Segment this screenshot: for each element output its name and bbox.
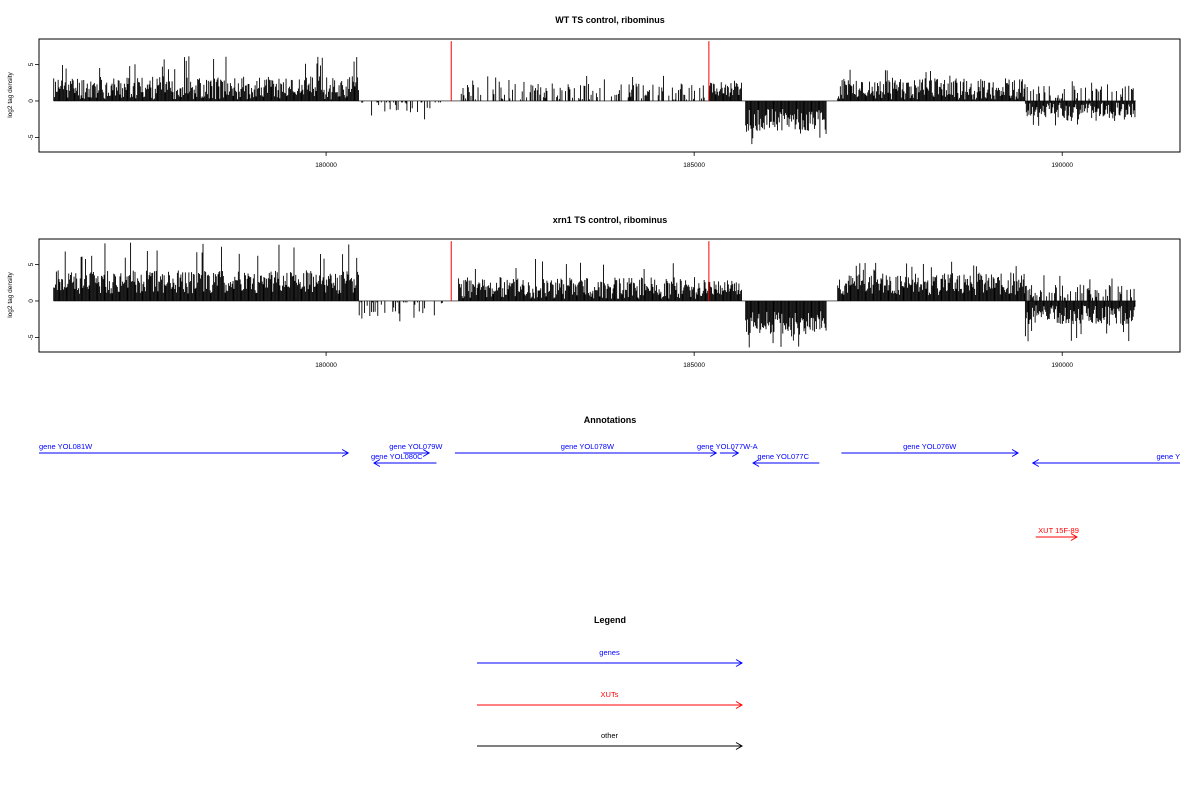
arrow-head xyxy=(732,449,740,457)
annotations-track: Annotations gene YOL081W gene YOL079Wgene… xyxy=(39,415,1180,541)
legend: Legend genes XUTs other xyxy=(477,615,743,750)
wt-y-axis-label: log2 tag density xyxy=(7,71,14,117)
arrow-head xyxy=(341,449,350,457)
feature-label: gene YOL077W-A xyxy=(697,442,758,451)
legend-label: genes xyxy=(599,648,620,657)
xrn1-y-axis: 5 0 -5 xyxy=(28,262,39,340)
x-tick-label: 180000 xyxy=(315,162,337,169)
arrow-head xyxy=(372,459,381,467)
feature-gene-yol077c: gene YOL077C xyxy=(752,452,820,467)
xrn1-marker-lines xyxy=(450,241,710,301)
arrow-head xyxy=(1011,449,1020,457)
legend-item-genes: genes xyxy=(477,648,743,667)
x-tick-label: 190000 xyxy=(1051,162,1073,169)
arrow-head xyxy=(709,449,718,457)
feature-label: gene YOL077C xyxy=(757,452,809,461)
feature-label: gene YOL081W xyxy=(39,442,93,451)
wt-marker-lines xyxy=(450,41,710,101)
feature-gene-yol079w: gene YOL079W xyxy=(389,442,443,457)
legend-label: XUTs xyxy=(601,690,619,699)
feature-label: gene YOL078W xyxy=(561,442,615,451)
arrow-head xyxy=(1070,533,1078,541)
wt-x-axis: 180000 185000 190000 xyxy=(315,152,1073,169)
feature-label: XUT 15F-89 xyxy=(1038,526,1079,535)
xrn1-x-axis: 180000 185000 190000 xyxy=(315,352,1073,369)
xrn1-panel-title: xrn1 TS control, ribominus xyxy=(553,215,668,225)
wt-y-axis: 5 0 -5 xyxy=(28,62,39,140)
feature-label: gene Y xyxy=(1156,452,1180,461)
xrn1-density-bars xyxy=(53,242,1136,348)
feature-label: gene YOL079W xyxy=(389,442,443,451)
legend-arrow-head xyxy=(735,742,743,750)
feature-gene-yol077w-a: gene YOL077W-A xyxy=(697,442,758,457)
legend-title: Legend xyxy=(594,615,626,625)
legend-items: genes XUTs other xyxy=(477,648,743,750)
feature-label: gene YOL080C xyxy=(371,452,423,461)
feature-gene-yol080c: gene YOL080C xyxy=(371,452,437,467)
x-tick-label: 185000 xyxy=(683,362,705,369)
legend-item-other: other xyxy=(477,731,743,750)
x-tick-label: 180000 xyxy=(315,362,337,369)
x-tick-label: 185000 xyxy=(683,162,705,169)
feature-gene-yol076w: gene YOL076W xyxy=(841,442,1020,457)
feature-gene-y: gene Y xyxy=(1031,452,1180,467)
y-tick-label: -5 xyxy=(28,334,35,340)
feature-gene-yol078w: gene YOL078W xyxy=(454,442,718,457)
feature-xut-15f-89: XUT 15F-89 xyxy=(1035,526,1079,541)
xrn1-y-axis-label: log2 tag density xyxy=(7,271,14,317)
y-tick-label: 0 xyxy=(28,299,35,303)
wt-panel-title: WT TS control, ribominus xyxy=(555,15,665,25)
wt-plot-frame xyxy=(38,38,1181,153)
legend-label: other xyxy=(601,731,619,740)
y-tick-label: 0 xyxy=(28,99,35,103)
xrn1-plot-frame xyxy=(38,238,1181,353)
feature-label: gene YOL076W xyxy=(903,442,957,451)
arrow-head xyxy=(1031,459,1040,467)
legend-arrow-head xyxy=(735,701,743,709)
arrow-head xyxy=(752,459,760,467)
y-tick-label: 5 xyxy=(28,262,35,266)
legend-arrow-head xyxy=(735,659,743,667)
x-tick-label: 190000 xyxy=(1051,362,1073,369)
y-tick-label: -5 xyxy=(28,134,35,140)
wt-density-bars xyxy=(53,56,1136,145)
y-tick-label: 5 xyxy=(28,62,35,66)
annotations-title: Annotations xyxy=(584,415,637,425)
feature-gene-yol081w: gene YOL081W xyxy=(39,442,350,457)
legend-item-xuts: XUTs xyxy=(477,690,743,709)
wt-density-panel: WT TS control, ribominus log2 tag densit… xyxy=(7,15,1181,169)
arrow-head xyxy=(422,449,431,457)
xrn1-density-panel: xrn1 TS control, ribominus log2 tag dens… xyxy=(7,215,1181,369)
